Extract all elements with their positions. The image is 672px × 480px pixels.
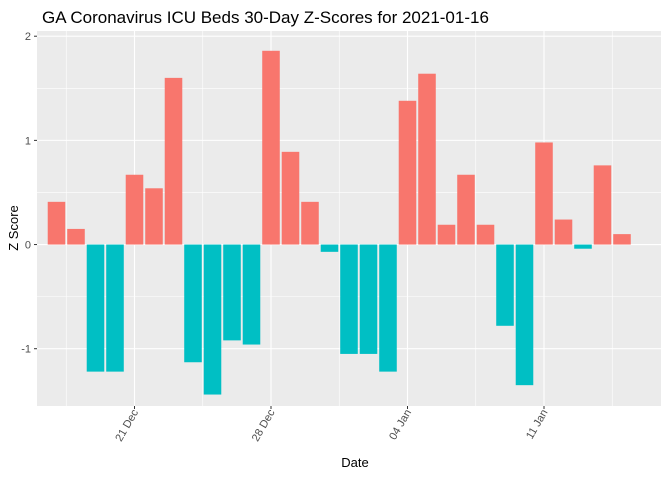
y-tick-label: 2 xyxy=(25,31,31,43)
y-axis: -1 0 1 2 xyxy=(21,31,37,356)
bar xyxy=(106,244,124,372)
bar xyxy=(437,224,456,245)
bar xyxy=(223,244,241,341)
x-axis: 21 Dec 28 Dec 04 Jan 11 Jan xyxy=(113,406,551,444)
bar xyxy=(47,201,66,245)
x-tick-label: 11 Jan xyxy=(524,408,551,442)
bar xyxy=(613,234,631,245)
y-axis-title: Z Score xyxy=(6,205,21,251)
x-axis-title: Date xyxy=(341,455,368,470)
bar xyxy=(476,224,495,245)
bar xyxy=(164,77,183,245)
x-tick-label: 21 Dec xyxy=(113,407,141,444)
bar xyxy=(242,244,261,345)
bar xyxy=(535,142,553,245)
bar xyxy=(496,244,514,326)
bar xyxy=(359,244,378,354)
bar xyxy=(593,165,612,245)
bar xyxy=(398,100,417,245)
bar xyxy=(515,244,534,386)
bar xyxy=(457,174,475,245)
bar xyxy=(379,244,397,372)
bar xyxy=(418,73,436,245)
bar xyxy=(301,201,319,245)
bars xyxy=(47,50,631,395)
y-tick-label: 0 xyxy=(25,240,31,252)
bar xyxy=(262,50,280,245)
x-tick-label: 04 Jan xyxy=(387,408,414,443)
bar xyxy=(67,228,85,245)
bar xyxy=(281,151,300,245)
bar xyxy=(574,244,592,249)
y-tick-label: 1 xyxy=(25,135,31,147)
y-tick-label: -1 xyxy=(21,344,31,356)
bar xyxy=(340,244,358,354)
bar xyxy=(184,244,202,363)
bar xyxy=(203,244,222,395)
bar xyxy=(320,244,339,252)
bar xyxy=(145,188,163,245)
bar xyxy=(554,219,573,245)
bar xyxy=(125,174,144,245)
chart-title: GA Coronavirus ICU Beds 30-Day Z-Scores … xyxy=(42,8,489,27)
bar xyxy=(86,244,105,372)
x-tick-label: 28 Dec xyxy=(250,407,278,444)
